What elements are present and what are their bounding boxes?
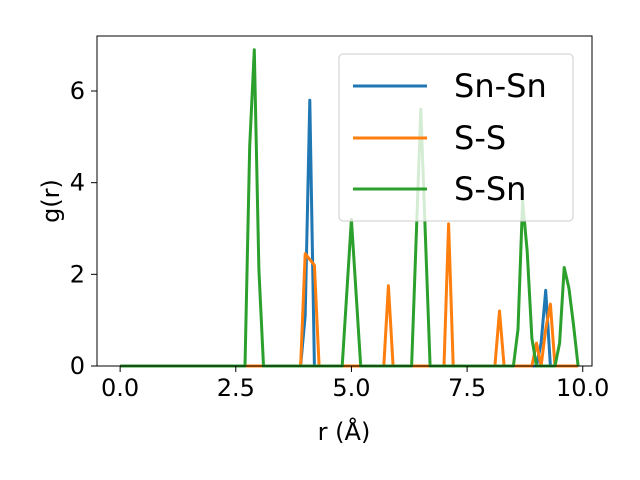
x-axis-ticks: 0.0 2.5 5.0 7.5 10.0: [101, 366, 609, 402]
y-axis-ticks: 0 2 4 6: [70, 77, 97, 380]
legend-label-sn-sn: Sn-Sn: [454, 67, 547, 105]
x-tick-label: 0.0: [101, 374, 139, 402]
y-tick-label: 4: [70, 169, 85, 197]
x-tick-label: 10.0: [556, 374, 609, 402]
x-tick-label: 5.0: [332, 374, 370, 402]
y-axis-label: g(r): [37, 179, 65, 223]
plot-frame: [96, 35, 593, 367]
legend-box: [338, 53, 574, 222]
x-tick-label: 2.5: [217, 374, 255, 402]
x-axis-label: r (Å): [318, 417, 371, 446]
y-tick-label: 0: [70, 352, 85, 380]
y-tick-label: 2: [70, 260, 85, 288]
legend-label-s-s: S-S: [454, 119, 506, 157]
x-tick-label: 7.5: [448, 374, 486, 402]
y-tick-label: 6: [70, 77, 85, 105]
legend: Sn-Sn S-S S-Sn: [338, 53, 574, 222]
legend-label-s-sn: S-Sn: [454, 170, 526, 208]
legend-entries: Sn-Sn S-S S-Sn: [353, 67, 547, 208]
